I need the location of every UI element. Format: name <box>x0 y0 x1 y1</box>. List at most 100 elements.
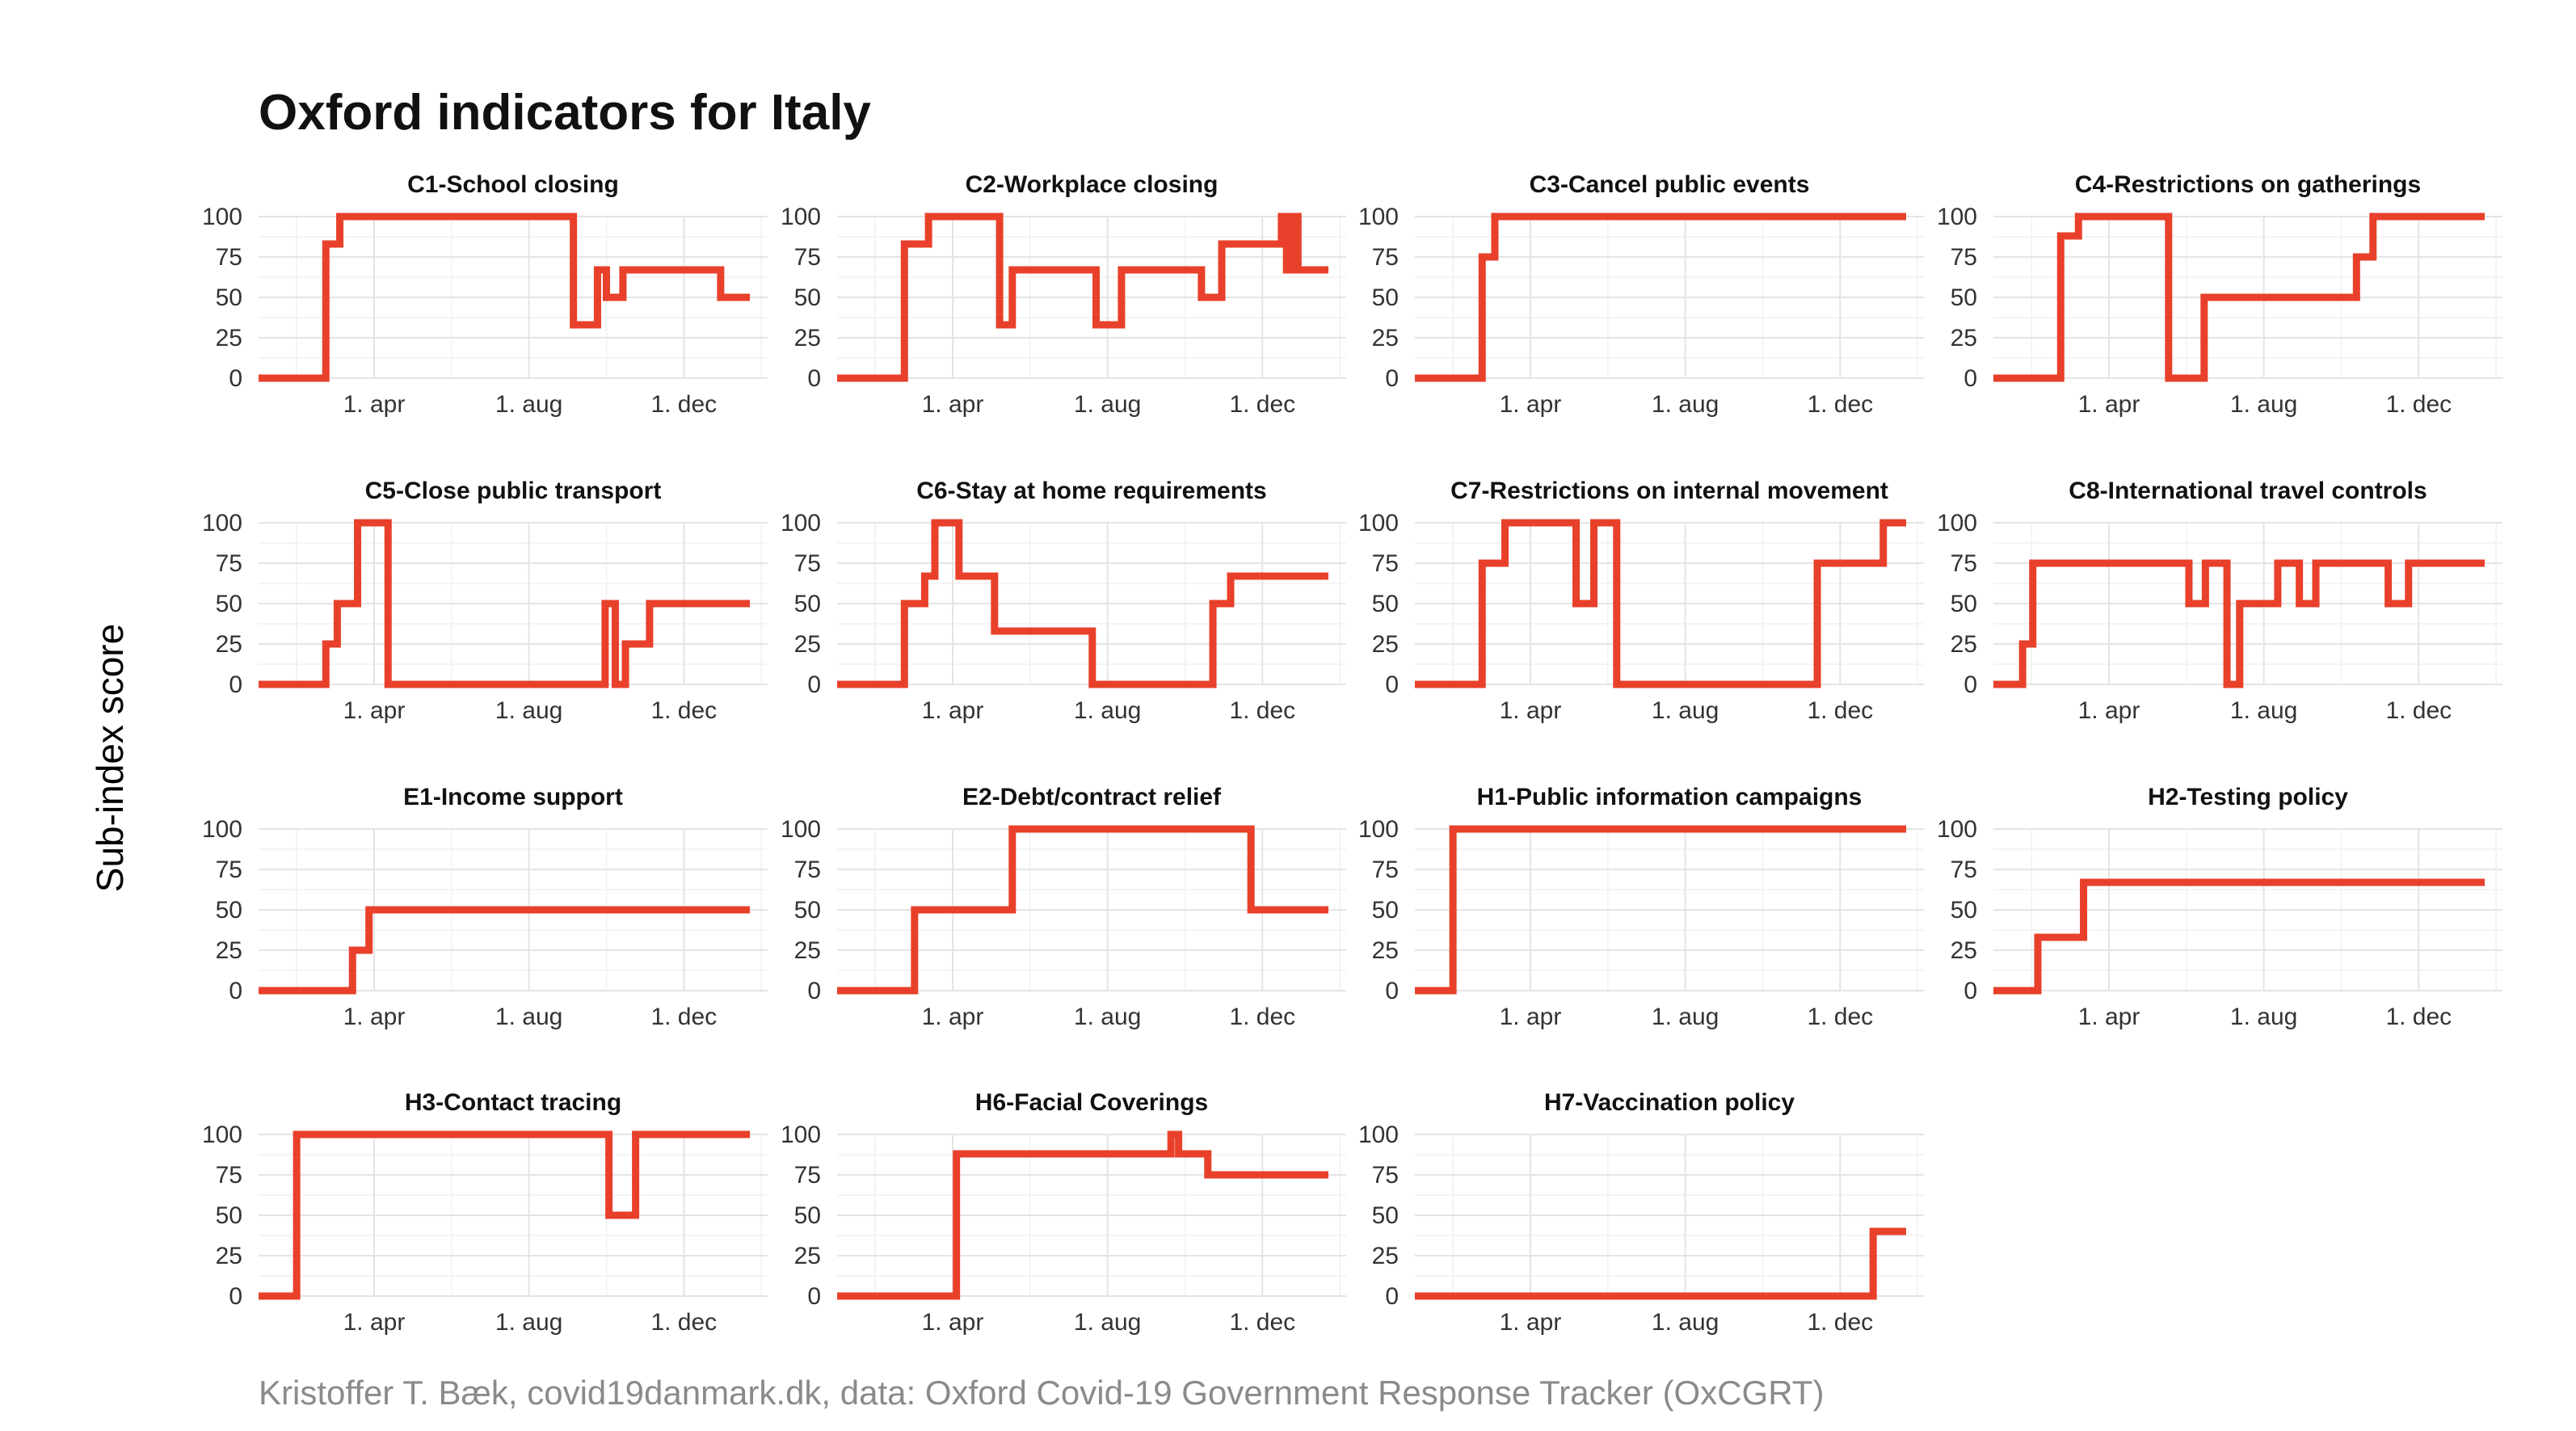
series-line <box>1415 519 1906 688</box>
y-tick-label: 50 <box>216 284 242 311</box>
series-line <box>837 825 1329 995</box>
y-tick-label: 100 <box>1937 204 1977 230</box>
y-tick-label: 100 <box>1358 204 1399 230</box>
series-line <box>259 1130 751 1300</box>
x-tick-label: 1. apr <box>922 1309 984 1336</box>
y-tick-label: 75 <box>216 244 242 271</box>
y-axis-label: Sub-index score <box>89 624 131 892</box>
y-tick-label: 100 <box>781 1122 821 1148</box>
panel: H6-Facial Coverings 0 25 50 75 100 1. apr 1. au… <box>781 1089 1346 1336</box>
panel: C3-Cancel public events 0 25 50 75 100 1. apr 1… <box>1358 171 1924 418</box>
y-tick-label: 100 <box>1937 816 1977 843</box>
y-tick-label: 75 <box>216 550 242 577</box>
x-tick-label: 1. aug <box>495 1004 562 1030</box>
panel: C8-International travel controls 0 25 50 75 1… <box>1937 478 2502 724</box>
y-tick-label: 25 <box>216 325 242 351</box>
x-tick-label: 1. aug <box>1074 1004 1141 1030</box>
series-line <box>1993 878 2485 995</box>
y-tick-label: 100 <box>202 816 242 843</box>
y-tick-label: 50 <box>794 591 821 617</box>
x-tick-label: 1. apr <box>343 1004 406 1030</box>
panel-title: C1-School closing <box>407 171 619 198</box>
x-tick-label: 1. dec <box>650 391 717 418</box>
panel: C2-Workplace closing 0 25 50 75 100 1. apr 1. a… <box>781 171 1346 418</box>
panel: H2-Testing policy 0 25 50 75 100 1. apr 1. aug 1… <box>1937 784 2502 1030</box>
y-tick-label: 50 <box>1372 1202 1399 1229</box>
y-tick-label: 75 <box>1951 244 1977 271</box>
series-line <box>1415 213 1906 382</box>
y-tick-label: 100 <box>202 510 242 537</box>
y-tick-label: 25 <box>1372 937 1399 964</box>
y-tick-label: 50 <box>1372 897 1399 924</box>
x-tick-label: 1. apr <box>922 697 984 724</box>
y-tick-label: 75 <box>216 856 242 883</box>
series-line <box>837 213 1329 382</box>
panel-title: H3-Contact tracing <box>405 1089 621 1116</box>
series-line <box>837 1130 1329 1300</box>
series-line <box>1415 825 1906 995</box>
x-tick-label: 1. dec <box>1229 1004 1295 1030</box>
y-tick-label: 0 <box>1385 365 1399 392</box>
series-line <box>837 519 1329 688</box>
x-tick-label: 1. apr <box>1500 1004 1562 1030</box>
y-tick-label: 0 <box>807 978 821 1004</box>
x-tick-label: 1. apr <box>343 391 406 418</box>
x-tick-label: 1. dec <box>1807 1004 1873 1030</box>
series-line <box>1993 559 2485 688</box>
y-tick-label: 25 <box>1951 631 1977 658</box>
y-tick-label: 25 <box>1951 937 1977 964</box>
panel-title: E1-Income support <box>403 784 623 810</box>
y-tick-label: 0 <box>1385 671 1399 698</box>
y-tick-label: 0 <box>807 1283 821 1310</box>
series-line <box>259 519 751 688</box>
panel-title: C3-Cancel public events <box>1530 171 1810 198</box>
y-tick-label: 100 <box>1358 510 1399 537</box>
y-tick-label: 50 <box>794 897 821 924</box>
y-tick-label: 50 <box>1951 897 1977 924</box>
x-tick-label: 1. aug <box>1074 697 1141 724</box>
y-tick-label: 25 <box>216 1243 242 1269</box>
y-tick-label: 50 <box>216 897 242 924</box>
series-line <box>1415 1227 1906 1300</box>
y-tick-label: 50 <box>216 1202 242 1229</box>
x-tick-label: 1. apr <box>2078 391 2140 418</box>
x-tick-label: 1. apr <box>1500 1309 1562 1336</box>
x-tick-label: 1. dec <box>1229 1309 1295 1336</box>
y-tick-label: 0 <box>1964 671 1977 698</box>
panel: H1-Public information campaigns 0 25 50 75 10… <box>1358 784 1924 1030</box>
panel: C4-Restrictions on gatherings 0 25 50 75 100 1… <box>1937 171 2502 418</box>
x-tick-label: 1. aug <box>495 697 562 724</box>
panel-title: H2-Testing policy <box>2148 784 2348 810</box>
x-tick-label: 1. dec <box>650 1309 717 1336</box>
y-tick-label: 75 <box>1372 856 1399 883</box>
y-tick-label: 75 <box>1951 550 1977 577</box>
x-tick-label: 1. aug <box>1652 1004 1719 1030</box>
y-tick-label: 0 <box>807 365 821 392</box>
y-tick-label: 75 <box>794 856 821 883</box>
y-tick-label: 50 <box>794 1202 821 1229</box>
y-tick-label: 100 <box>1937 510 1977 537</box>
y-tick-label: 25 <box>794 325 821 351</box>
x-tick-label: 1. aug <box>495 391 562 418</box>
y-tick-label: 0 <box>1964 978 1977 1004</box>
x-tick-label: 1. apr <box>922 391 984 418</box>
y-tick-label: 100 <box>781 510 821 537</box>
y-tick-label: 25 <box>1372 325 1399 351</box>
panel: E1-Income support 0 25 50 75 100 1. apr 1. aug 1… <box>202 784 768 1030</box>
x-tick-label: 1. aug <box>1074 1309 1141 1336</box>
x-tick-label: 1. dec <box>650 1004 717 1030</box>
y-tick-label: 25 <box>794 1243 821 1269</box>
panel: C1-School closing 0 25 50 75 100 1. apr 1. aug 1… <box>202 171 768 418</box>
y-tick-label: 75 <box>1372 550 1399 577</box>
x-tick-label: 1. apr <box>343 697 406 724</box>
y-tick-label: 50 <box>1372 591 1399 617</box>
x-tick-label: 1. aug <box>2230 1004 2297 1030</box>
panel-title: C4-Restrictions on gatherings <box>2075 171 2421 198</box>
series-line <box>259 906 751 995</box>
panel: H7-Vaccination policy 0 25 50 75 100 1. apr 1. … <box>1358 1089 1924 1336</box>
y-tick-label: 75 <box>216 1162 242 1189</box>
chart-caption: Kristoffer T. Bæk, covid19danmark.dk, da… <box>259 1374 1824 1412</box>
y-tick-label: 0 <box>1385 978 1399 1004</box>
y-tick-label: 100 <box>202 1122 242 1148</box>
x-tick-label: 1. apr <box>1500 391 1562 418</box>
